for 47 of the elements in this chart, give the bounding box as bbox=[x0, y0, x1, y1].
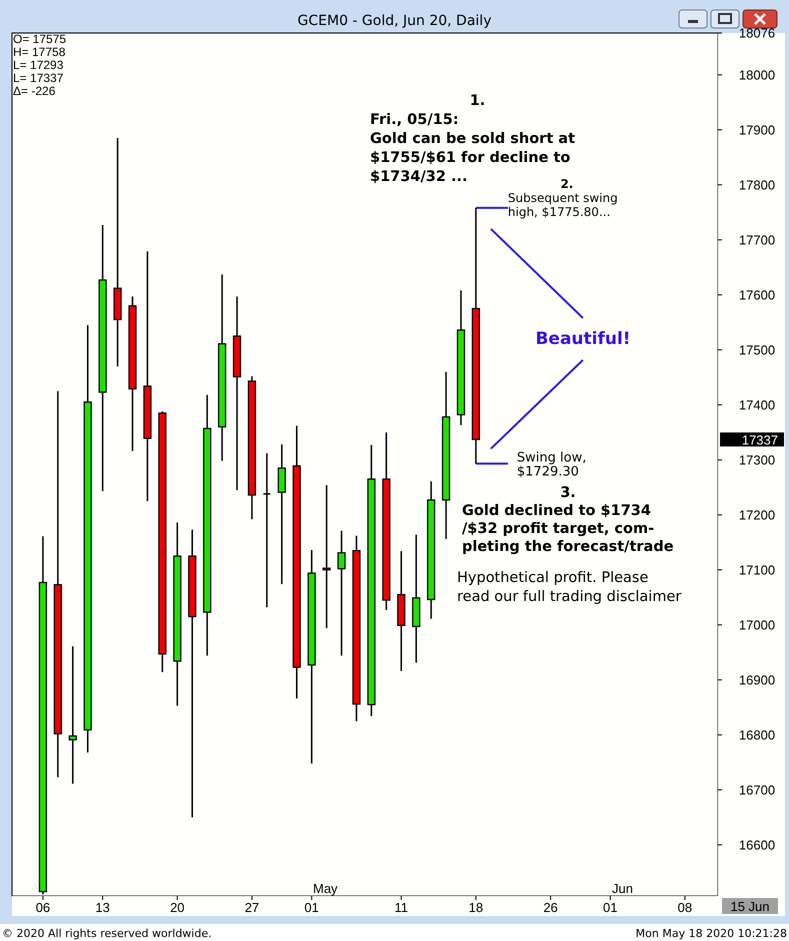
annotation: L= 17337 bbox=[13, 71, 64, 85]
y-tick-label: 16600 bbox=[738, 837, 776, 852]
y-tick-label: 17000 bbox=[738, 617, 776, 632]
y-tick-label: 18000 bbox=[738, 67, 776, 82]
annotation: Hypothetical profit. Please read our full trading disclaimer bbox=[457, 570, 682, 605]
y-tick-label: 16700 bbox=[738, 782, 776, 798]
annotation: Jun bbox=[612, 881, 633, 896]
text: © 2020 All rights reserved worldwide. bbox=[2, 927, 212, 940]
y-tick-label: 17300 bbox=[738, 452, 776, 468]
x-tick-label: 01 bbox=[603, 900, 618, 915]
text: Mon May 18 2020 10:21:28 bbox=[636, 927, 787, 940]
x-tick-label: 08 bbox=[678, 900, 692, 915]
candlestick bbox=[263, 452, 270, 608]
annotation: Beautiful! bbox=[535, 329, 631, 349]
chart-title: GCEM0 - Gold, Jun 20, Daily bbox=[298, 13, 492, 29]
annotation: Swing low, $1729.30 bbox=[516, 450, 586, 480]
candlestick bbox=[68, 646, 77, 785]
annotation: 3. Gold declined to $1734 /$32 profit target, com- pleting the forecast/trade bbox=[462, 485, 674, 555]
annotation: Δ= -226 bbox=[13, 84, 56, 98]
x-tick-label: 06 bbox=[36, 900, 50, 915]
candlestick bbox=[337, 530, 346, 656]
y-tick-label: 17600 bbox=[738, 287, 776, 302]
x-tick-label: 01 bbox=[304, 900, 319, 915]
y-tick-label: 17900 bbox=[738, 122, 776, 138]
annotation: O= 17575 bbox=[13, 32, 66, 46]
annotation: H= 17758 bbox=[13, 45, 66, 59]
x-tick-label: 13 bbox=[95, 900, 110, 915]
x-tick-label: 26 bbox=[543, 900, 558, 915]
annotation: May bbox=[313, 881, 338, 896]
y-tick-label: 17200 bbox=[738, 507, 776, 522]
y-tick-label: 16900 bbox=[738, 672, 776, 688]
annotation: L= 17293 bbox=[13, 58, 64, 72]
annotation: 2. Subsequent swing high, $1775.80... bbox=[508, 176, 618, 219]
y-tick-label: 17400 bbox=[738, 397, 776, 412]
x-tick-label: 20 bbox=[170, 900, 185, 915]
x-tick-label: 27 bbox=[244, 900, 260, 915]
candlestick bbox=[322, 484, 331, 629]
y-tick-label: 17800 bbox=[738, 177, 776, 192]
x-tick-label: 11 bbox=[394, 900, 408, 915]
y-tick-label: 16800 bbox=[738, 727, 776, 742]
y-tick-label: 17700 bbox=[738, 232, 776, 248]
x-tick-label: 18 bbox=[468, 900, 484, 915]
y-tick-label: 18076 bbox=[738, 26, 776, 41]
y-tick-label: 17500 bbox=[738, 342, 776, 358]
text: 15 Jun bbox=[730, 899, 770, 914]
text: 17337 bbox=[742, 432, 778, 448]
y-tick-label: 17100 bbox=[738, 562, 776, 578]
